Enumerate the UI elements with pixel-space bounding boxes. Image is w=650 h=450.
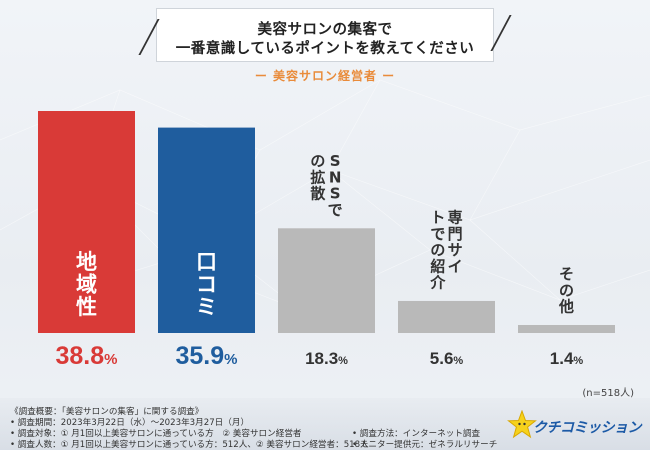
category-label-char: ト [430, 209, 445, 227]
category-label-char: そ [559, 265, 574, 283]
category-label-char: の [430, 241, 445, 259]
kuchicommission-logo: クチコミッション [507, 410, 643, 440]
category-label-char: サ [448, 241, 463, 259]
category-label-char: イ [448, 257, 463, 275]
survey-target: • 調査対象：① 月1回以上美容サロンに通っている方 ② 美容サロン経営者 [10, 429, 302, 439]
survey-provider: • モニター提供元：ゼネラルリサーチ [352, 440, 498, 450]
value-label-5: 1.4% [550, 349, 584, 368]
bar-3 [278, 228, 375, 333]
category-label-char: ミ [196, 295, 217, 319]
category-label-char: 域 [76, 272, 97, 296]
survey-count: • 調査人数：① 月1回以上美容サロンに通っている方：512人、② 美容サロン経… [10, 440, 369, 450]
category-label-char: 散 [310, 185, 326, 203]
category-label-char: 地 [76, 250, 97, 274]
footer-panel [0, 398, 650, 450]
category-label-char: 口 [196, 250, 217, 274]
chart-subtitle: ー 美容サロン経営者 ー [254, 69, 396, 83]
bar-1 [38, 111, 135, 333]
survey-method: • 調査方法：インターネット調査 [352, 429, 481, 439]
category-label-char: 門 [448, 225, 463, 243]
survey-overview-heading: 《調査概要：「美容サロンの集客」に関する調査》 [10, 407, 204, 417]
category-label-char: 介 [429, 274, 446, 292]
category-label-char: 性 [76, 295, 97, 319]
chart-title-line1: 美容サロンの集客で [257, 22, 393, 38]
star-mascot-icon [507, 410, 537, 439]
category-label-char: S [330, 185, 341, 203]
category-label-char: N [329, 168, 342, 186]
bar-2 [158, 127, 255, 334]
sample-size-note: (n=518人) [582, 388, 634, 399]
title-box: 美容サロンの集客で 一番意識しているポイントを教えてください [156, 8, 494, 62]
category-label-char: 専 [448, 209, 463, 227]
value-label-1: 38.8% [55, 342, 117, 370]
category-label-char: 拡 [310, 168, 325, 186]
category-label-char: で [430, 225, 445, 243]
logo-text: クチコミッション [533, 420, 642, 436]
value-label-2: 35.9% [175, 342, 237, 370]
value-label-3: 18.3% [305, 349, 348, 368]
category-label-char: で [328, 201, 343, 219]
bar-4 [398, 300, 495, 333]
category-label-char: の [310, 152, 325, 170]
category-label-char: コ [196, 272, 217, 296]
bar-5 [518, 324, 615, 333]
category-label-char: S [330, 152, 341, 170]
category-label-char: の [559, 281, 574, 299]
category-label-char: 紹 [430, 257, 445, 275]
category-label-char: 他 [558, 298, 574, 316]
value-label-4: 5.6% [430, 349, 464, 368]
chart-title-line2: 一番意識しているポイントを教えてください [175, 41, 475, 57]
survey-period: • 調査期間：2023年3月22日（水）〜2023年3月27日（月） [10, 418, 250, 428]
